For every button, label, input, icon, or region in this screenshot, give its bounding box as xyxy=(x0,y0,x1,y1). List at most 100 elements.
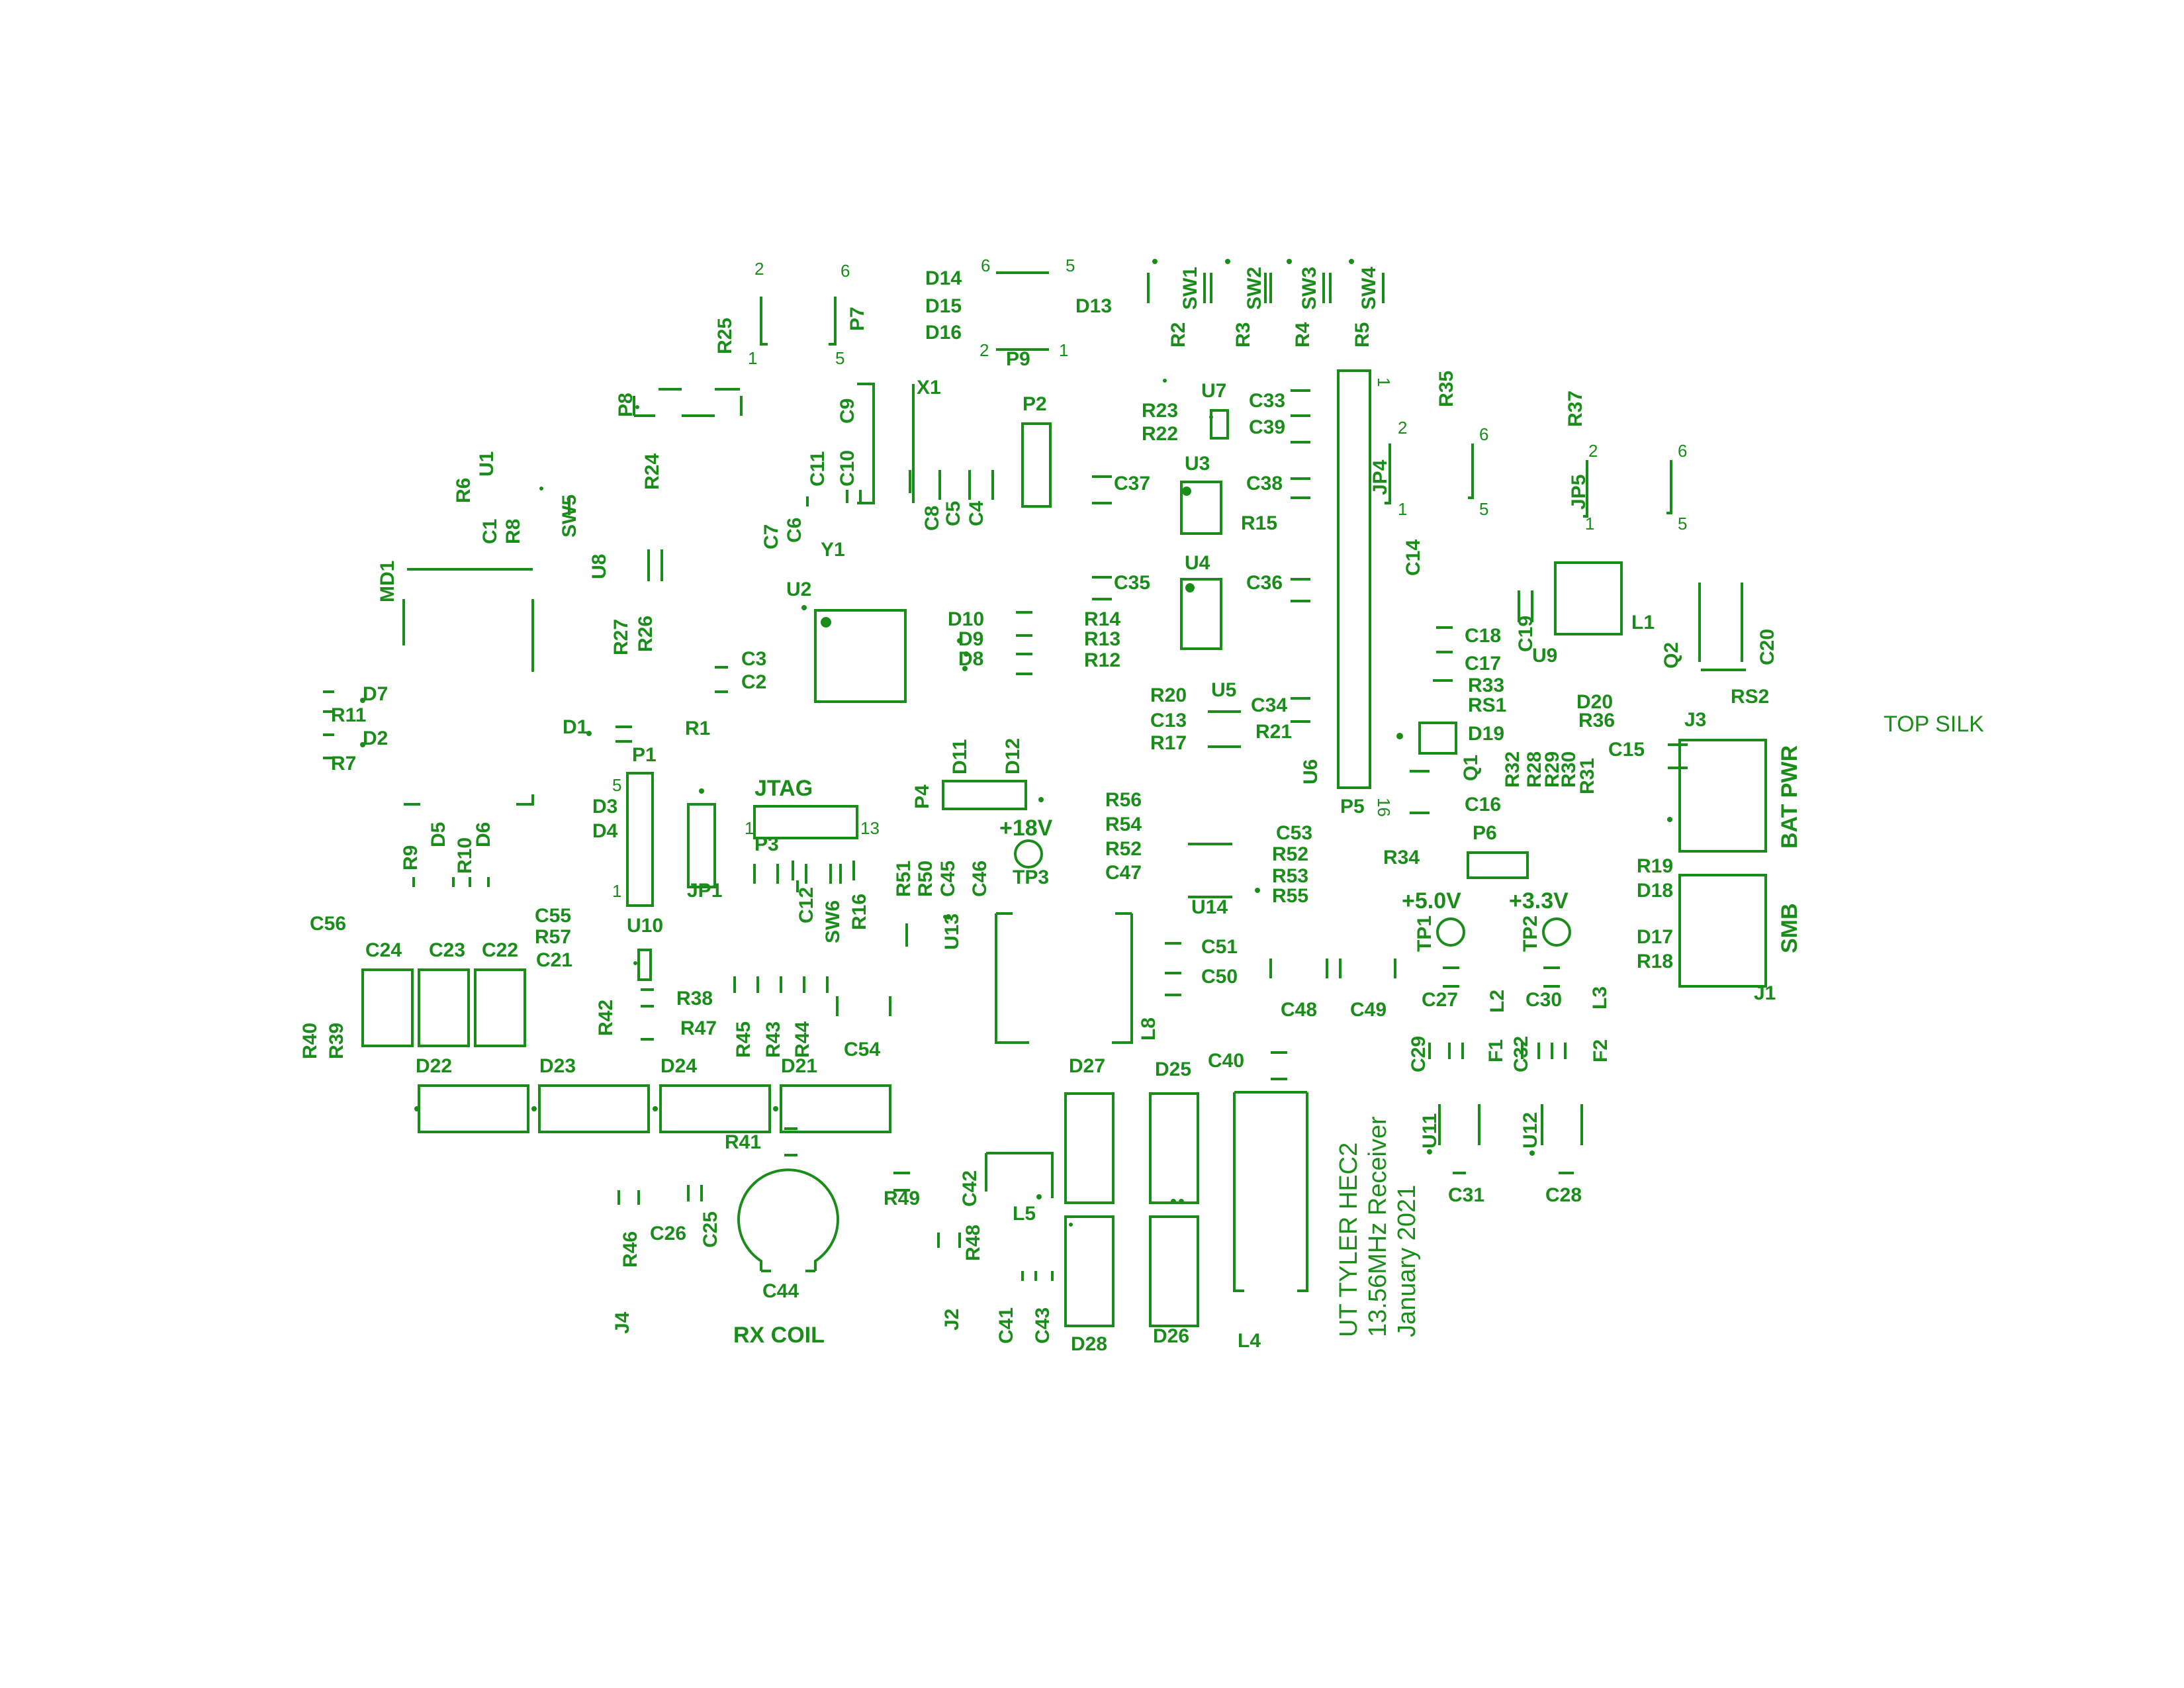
designator-r12: R12 xyxy=(1084,649,1120,671)
designator-sw3: SW3 xyxy=(1298,267,1320,310)
diode-d24 xyxy=(659,1084,771,1133)
pin-number: 5 xyxy=(1479,499,1488,519)
designator-r13: R13 xyxy=(1084,628,1120,650)
switch-sw2 xyxy=(1210,273,1267,303)
pin-number: 6 xyxy=(1678,441,1687,461)
fuse-f1 xyxy=(1448,1043,1464,1059)
designator-r29: R29 xyxy=(1541,751,1563,788)
designator-r28: R28 xyxy=(1524,751,1545,788)
designator-c35: C35 xyxy=(1114,572,1150,594)
designator-c16: C16 xyxy=(1465,794,1501,816)
designator-d13: D13 xyxy=(1075,295,1112,317)
designator-d14: D14 xyxy=(925,267,962,289)
designator-r32: R32 xyxy=(1502,751,1524,788)
pin1-dot xyxy=(1069,1223,1073,1227)
designator-r9: R9 xyxy=(400,845,422,870)
pin1-dot xyxy=(531,1106,537,1111)
header-p6 xyxy=(1467,851,1529,879)
designator-p9: P9 xyxy=(1006,348,1030,370)
pin-number: 1 xyxy=(1059,340,1068,360)
pin1-dot xyxy=(943,915,947,919)
switch-sw3 xyxy=(1269,273,1325,303)
pin-number: 1 xyxy=(612,881,621,901)
designator-r38: R38 xyxy=(676,988,713,1009)
designator-x1: X1 xyxy=(917,377,941,399)
designator-c23: C23 xyxy=(429,939,465,961)
pin1-dot xyxy=(773,1106,778,1111)
designator-r14: R14 xyxy=(1084,608,1120,630)
designator-c43: C43 xyxy=(1032,1307,1054,1344)
pin1-dot xyxy=(1427,1149,1432,1154)
designator-d1: D1 xyxy=(563,716,588,738)
board-text-block: UT TYLER HEC2 13.56MHz Receiver January … xyxy=(1335,1116,1421,1337)
jumper-jp1 xyxy=(687,803,716,888)
designator-c25: C25 xyxy=(700,1211,721,1248)
designator-c54: C54 xyxy=(844,1039,880,1060)
pin1-dot xyxy=(1038,797,1044,802)
designator-c51: C51 xyxy=(1201,936,1238,958)
designator-r52: R52 xyxy=(1272,843,1308,865)
pin1-dot xyxy=(1182,487,1191,496)
pin-number: 1 xyxy=(1585,514,1594,534)
designator-r46: R46 xyxy=(619,1231,641,1268)
designator-c17: C17 xyxy=(1465,653,1501,675)
pin1-dot xyxy=(1036,1194,1042,1199)
designator-jp4: JP4 xyxy=(1369,459,1391,495)
designator-r7: R7 xyxy=(331,753,356,774)
designator-c29: C29 xyxy=(1408,1036,1430,1072)
pin1-markers xyxy=(360,259,1672,1227)
designator-u14: U14 xyxy=(1191,896,1228,918)
designator-r43: R43 xyxy=(762,1021,784,1058)
ic-u3 xyxy=(1180,481,1222,535)
designator-c21: C21 xyxy=(536,949,572,971)
designator-tp2: TP2 xyxy=(1520,915,1541,952)
connector-p7 xyxy=(760,297,837,346)
board-text-frequency: 13.56MHz Receiver xyxy=(1364,1116,1392,1337)
designator-sw5: SW5 xyxy=(559,494,580,538)
designator-d7: D7 xyxy=(363,683,388,705)
designator-p2: P2 xyxy=(1023,393,1047,415)
designator-c49: C49 xyxy=(1350,999,1387,1021)
designator-r48: R48 xyxy=(962,1225,984,1261)
ic-u4 xyxy=(1180,578,1222,650)
header-p1 xyxy=(626,772,654,907)
designator-c18: C18 xyxy=(1465,625,1501,647)
designator-c12: C12 xyxy=(796,887,817,923)
designator-c13: C13 xyxy=(1150,710,1187,731)
designator-d9: D9 xyxy=(958,628,983,650)
pin1-dot xyxy=(801,605,807,610)
connector-p8 xyxy=(633,388,743,417)
designator-r4: R4 xyxy=(1292,322,1314,348)
designator-l4: L4 xyxy=(1238,1330,1261,1352)
designator-f1: F1 xyxy=(1485,1039,1507,1062)
designator-c46: C46 xyxy=(969,861,991,897)
designator-c36: C36 xyxy=(1246,572,1283,594)
header-p2 xyxy=(1021,422,1052,508)
designator-p8: P8 xyxy=(615,393,637,417)
designator-d24: D24 xyxy=(660,1055,697,1077)
switch-u7 xyxy=(1210,409,1229,440)
pin1-dot xyxy=(633,961,637,965)
designator-r37: R37 xyxy=(1565,391,1586,427)
coil-l8 xyxy=(995,912,1133,1044)
designator-c48: C48 xyxy=(1281,999,1317,1021)
designator-r50: R50 xyxy=(915,861,936,897)
board-text-date: January 2021 xyxy=(1393,1185,1421,1337)
inductor-l1 xyxy=(1554,561,1623,635)
pin1-dot xyxy=(964,651,969,657)
designator-p6: P6 xyxy=(1473,822,1497,844)
designator-c19: C19 xyxy=(1515,616,1537,652)
designator-d4: D4 xyxy=(592,820,618,842)
board-text-title: UT TYLER HEC2 xyxy=(1335,1143,1363,1337)
designator-r31: R31 xyxy=(1576,758,1598,794)
designator-d27: D27 xyxy=(1069,1055,1105,1077)
designator-r40: R40 xyxy=(299,1023,321,1059)
designator-c27: C27 xyxy=(1422,989,1458,1011)
designator-j3: J3 xyxy=(1684,709,1706,731)
designator-y1: Y1 xyxy=(821,539,845,561)
pin-number: 1 xyxy=(748,348,757,368)
designator-r15: R15 xyxy=(1241,512,1277,534)
switch-u10 xyxy=(637,949,652,981)
designator-u13: U13 xyxy=(941,914,963,950)
pin1-dot xyxy=(1179,1199,1184,1204)
